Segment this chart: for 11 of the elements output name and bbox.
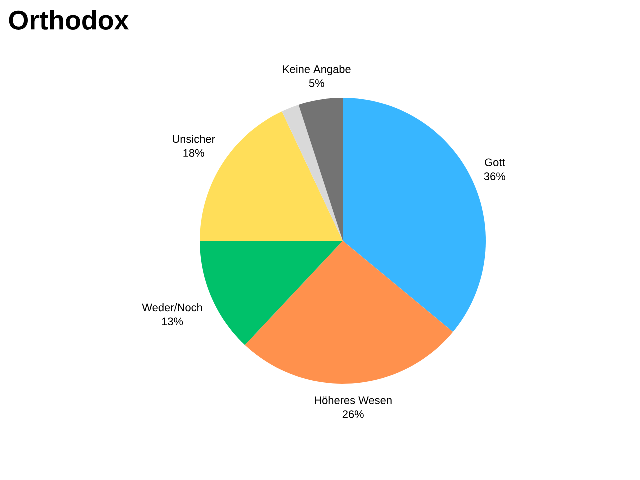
slice-label: Keine Angabe — [283, 65, 351, 76]
data-label: 5% — [309, 80, 324, 88]
slice-label: Unsicher — [173, 135, 216, 144]
data-label: 36% — [484, 172, 506, 180]
data-label: 13% — [162, 318, 184, 326]
data-label: 26% — [342, 410, 364, 418]
data-label: 18% — [184, 149, 204, 158]
slice-label: Gott — [485, 158, 506, 166]
chart-title: Orthodox — [9, 10, 130, 30]
slice-label: Höheres Wesen — [315, 396, 392, 404]
slice-label: Weder/Noch — [142, 304, 202, 312]
